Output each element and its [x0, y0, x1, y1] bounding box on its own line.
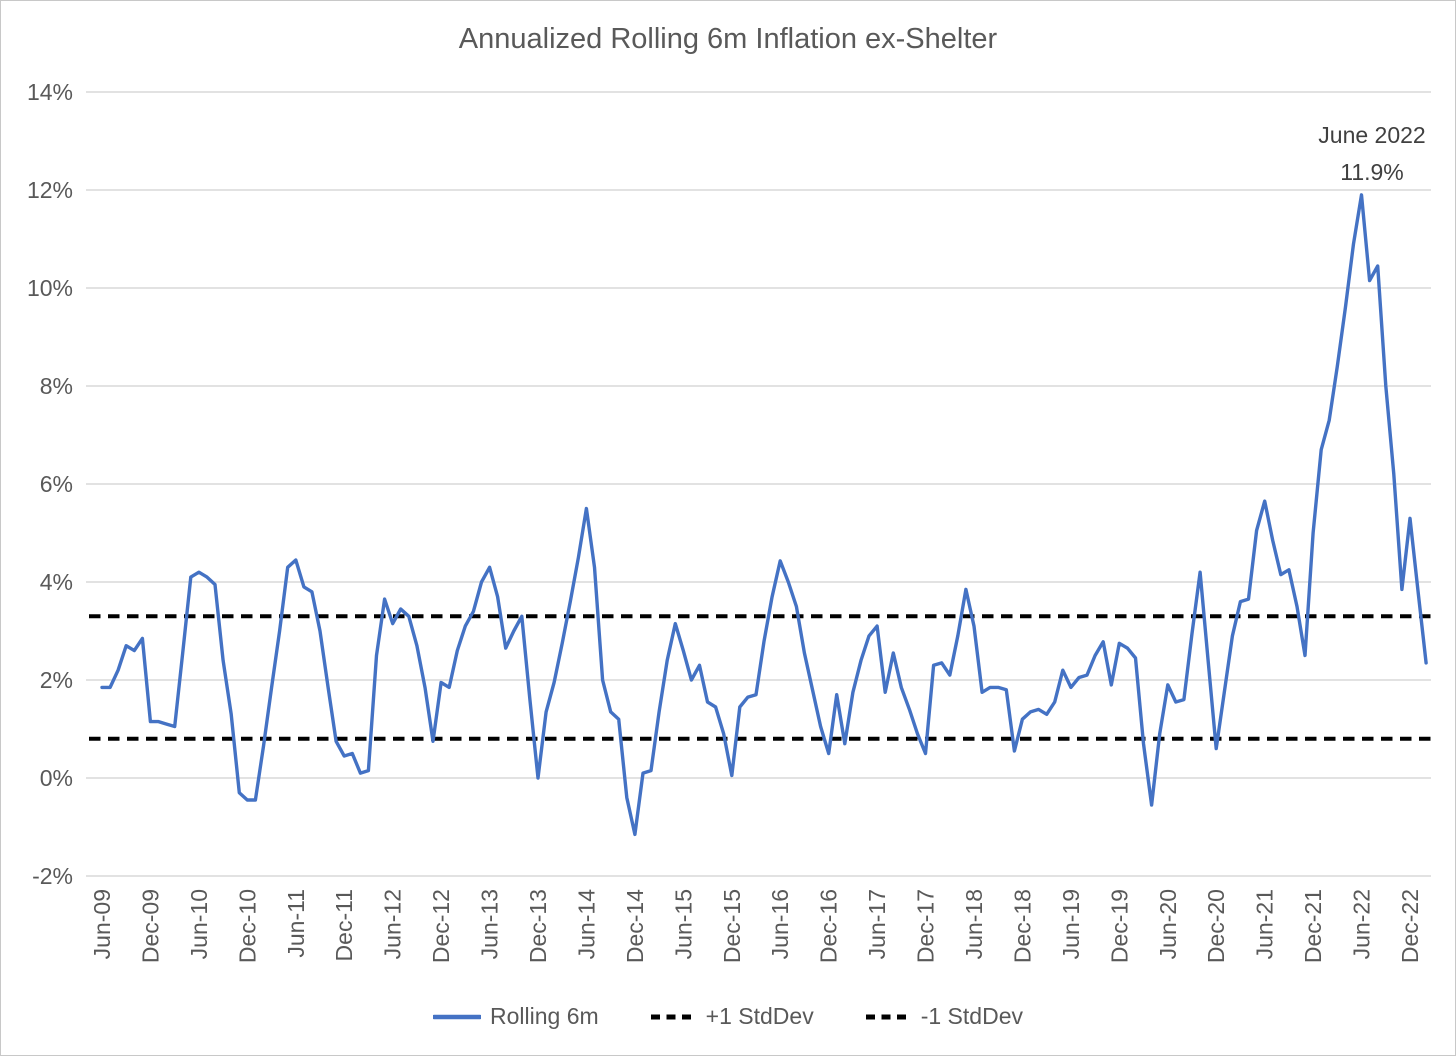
- x-axis-tick-label: Jun-14: [573, 889, 599, 960]
- x-axis-tick-label: Jun-19: [1058, 889, 1084, 959]
- legend-item-rolling-6m: Rolling 6m: [433, 1003, 599, 1030]
- x-axis-tick-label: Jun-16: [767, 889, 793, 959]
- x-axis-tick-label: Jun-22: [1349, 889, 1375, 959]
- y-axis-tick-label: -2%: [32, 863, 73, 889]
- x-axis-tick-label: Dec-18: [1009, 889, 1035, 963]
- x-axis-tick-label: Dec-20: [1203, 889, 1229, 963]
- dashed-line-swatch-icon: [650, 1014, 697, 1019]
- x-axis-tick-label: Dec-16: [816, 889, 842, 963]
- x-axis-tick-label: Dec-09: [137, 889, 163, 963]
- solid-line-swatch-icon: [433, 1014, 482, 1019]
- x-axis-tick-label: Dec-15: [719, 889, 745, 963]
- x-axis-tick-label: Jun-15: [670, 889, 696, 959]
- x-axis-tick-label: Jun-21: [1252, 889, 1278, 959]
- legend-label-rolling-6m: Rolling 6m: [490, 1003, 599, 1029]
- peak-annotation: June 2022 11.9%: [1262, 117, 1455, 191]
- x-axis-tick-label: Dec-13: [525, 889, 551, 963]
- x-axis-tick-label: Dec-12: [428, 889, 454, 963]
- annotation-date-label: June 2022: [1318, 122, 1426, 148]
- annotation-value-label: 11.9%: [1340, 159, 1404, 185]
- legend: Rolling 6m +1 StdDev -1 StdDev: [1, 1003, 1455, 1030]
- y-axis-tick-label: 8%: [40, 373, 73, 399]
- x-axis-tick-label: Dec-11: [331, 889, 357, 961]
- x-axis-tick-label: Dec-21: [1300, 889, 1326, 963]
- y-axis-tick-label: 2%: [40, 667, 73, 693]
- x-axis-tick-label: Jun-17: [864, 889, 890, 959]
- x-axis-tick-label: Jun-11: [283, 889, 309, 958]
- y-axis-tick-label: 6%: [40, 471, 73, 497]
- dashed-line-swatch-icon: [865, 1014, 912, 1019]
- x-axis-tick-label: Jun-13: [477, 889, 503, 959]
- x-axis-tick-label: Dec-14: [622, 889, 648, 963]
- rolling-6m-line: [100, 193, 1428, 837]
- x-axis-tick-label: Dec-19: [1106, 889, 1132, 963]
- x-axis-tick-label: Jun-10: [186, 889, 212, 959]
- x-axis-tick-label: Jun-09: [89, 889, 115, 959]
- x-axis-tick-label: Dec-10: [234, 889, 260, 963]
- y-axis-tick-label: 10%: [27, 275, 73, 301]
- legend-label-plus-1-stddev: +1 StdDev: [705, 1003, 814, 1029]
- x-axis-tick-label: Jun-20: [1155, 889, 1181, 959]
- legend-item-plus-1-stddev: +1 StdDev: [650, 1003, 814, 1030]
- legend-item-minus-1-stddev: -1 StdDev: [865, 1003, 1023, 1030]
- y-axis-tick-label: 12%: [27, 177, 73, 203]
- legend-label-minus-1-stddev: -1 StdDev: [920, 1003, 1023, 1029]
- y-axis-tick-label: 14%: [27, 79, 73, 105]
- x-axis-tick-label: Dec-22: [1397, 889, 1423, 963]
- chart-title: Annualized Rolling 6m Inflation ex-Shelt…: [458, 23, 998, 55]
- y-axis-tick-label: 0%: [40, 765, 73, 791]
- y-axis-tick-label: 4%: [40, 569, 73, 595]
- x-axis-tick-label: Jun-18: [961, 889, 987, 959]
- x-axis-tick-label: Jun-12: [380, 889, 406, 959]
- x-axis-tick-label: Dec-17: [913, 889, 939, 963]
